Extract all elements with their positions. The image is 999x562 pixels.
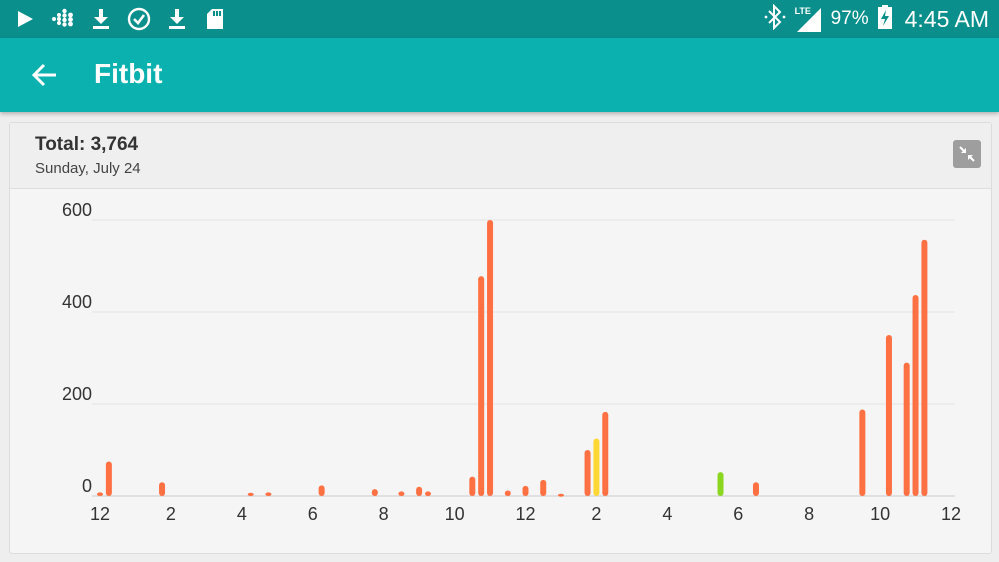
collapse-button[interactable] xyxy=(953,140,981,168)
date-label: Sunday, July 24 xyxy=(35,160,141,177)
x-tick-label: 8 xyxy=(804,504,814,524)
download-icon xyxy=(164,5,190,33)
arrow-back-icon xyxy=(31,63,56,87)
y-tick-label: 400 xyxy=(62,292,92,312)
notification-icons xyxy=(12,5,228,33)
card-header: Total: 3,764 Sunday, July 24 xyxy=(10,123,991,189)
chart-bar xyxy=(903,362,910,496)
chart-bar xyxy=(921,239,928,496)
check-circle-icon xyxy=(126,5,152,33)
battery-charging-icon xyxy=(877,4,893,35)
fitbit-icon xyxy=(50,5,76,33)
chart-bar xyxy=(416,486,423,496)
x-tick-label: 2 xyxy=(166,504,176,524)
battery-percent: 97% xyxy=(830,8,869,29)
chart-bar xyxy=(885,335,892,496)
chart-bar xyxy=(265,492,272,496)
x-tick-label: 12 xyxy=(515,504,535,524)
chart-bar xyxy=(504,490,511,496)
collapse-arrows-icon xyxy=(959,146,975,162)
bluetooth-icon xyxy=(763,3,787,35)
x-tick-label: 4 xyxy=(662,504,672,524)
chart-bar xyxy=(478,276,485,496)
steps-card: Total: 3,764 Sunday, July 24 0 200 400 600 1… xyxy=(9,122,992,554)
chart-bar xyxy=(469,476,476,496)
chart-bar xyxy=(593,438,600,496)
y-tick-label: 600 xyxy=(62,200,92,220)
download-icon xyxy=(88,5,114,33)
y-tick-label: 0 xyxy=(82,476,92,496)
clock: 4:45 AM xyxy=(904,5,989,32)
x-tick-label: 4 xyxy=(237,504,247,524)
chart-bar xyxy=(487,220,494,496)
x-tick-label: 10 xyxy=(870,504,890,524)
chart-bar xyxy=(717,472,724,496)
system-status: LTE 97% 4:45 AM xyxy=(763,0,989,38)
chart-bar xyxy=(912,294,919,496)
chart-bar xyxy=(752,482,759,496)
app-title: Fitbit xyxy=(94,58,163,89)
x-tick-label: 2 xyxy=(591,504,601,524)
y-tick-label: 200 xyxy=(62,384,92,404)
chart-bar xyxy=(584,450,591,496)
app-bar: Fitbit xyxy=(0,38,999,112)
chart-bar xyxy=(97,492,103,496)
chart-bar xyxy=(159,482,166,496)
status-bar: LTE 97% 4:45 AM xyxy=(0,0,999,38)
x-tick-label: 6 xyxy=(308,504,318,524)
x-tick-label: 12 xyxy=(90,504,110,524)
total-steps: Total: 3,764 xyxy=(35,134,139,155)
play-store-icon xyxy=(12,5,38,33)
chart-bar xyxy=(371,489,378,496)
chart-bar xyxy=(105,461,112,496)
chart-bar xyxy=(602,411,609,496)
chart-bar xyxy=(398,491,405,496)
chart-bar xyxy=(424,491,431,496)
x-tick-label: 6 xyxy=(733,504,743,524)
chart-bar xyxy=(540,479,547,496)
back-button[interactable] xyxy=(24,55,64,95)
steps-chart: 0 200 400 600 12 2 4 6 8 10 12 2 4 6 8 10 12 xyxy=(62,200,961,524)
chart-bar xyxy=(318,485,325,496)
chart-bar xyxy=(247,492,254,496)
chart-bar xyxy=(557,493,564,497)
x-tick-label: 8 xyxy=(379,504,389,524)
network-type: LTE xyxy=(794,6,811,16)
chart-bar xyxy=(859,409,866,496)
x-tick-label: 12 xyxy=(941,504,961,524)
lte-signal-icon: LTE xyxy=(795,4,823,34)
x-tick-label: 10 xyxy=(445,504,465,524)
sd-card-icon xyxy=(202,5,228,33)
chart-bar xyxy=(522,485,529,496)
